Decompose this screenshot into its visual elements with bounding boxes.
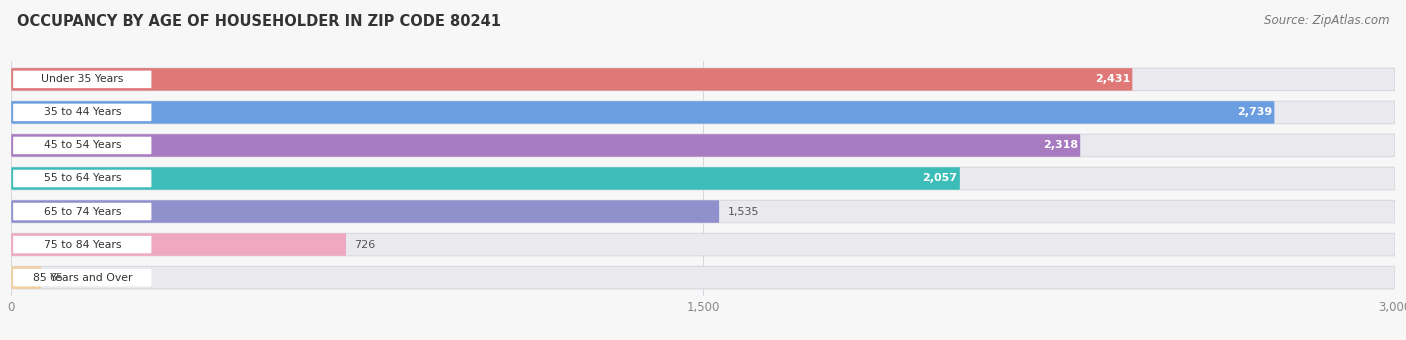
FancyBboxPatch shape (11, 200, 718, 223)
Text: 75 to 84 Years: 75 to 84 Years (44, 240, 121, 250)
FancyBboxPatch shape (11, 68, 1395, 90)
Text: 2,739: 2,739 (1237, 107, 1272, 117)
FancyBboxPatch shape (11, 101, 1274, 124)
Text: 65: 65 (49, 273, 63, 283)
Text: 35 to 44 Years: 35 to 44 Years (44, 107, 121, 117)
FancyBboxPatch shape (11, 167, 1395, 190)
FancyBboxPatch shape (11, 167, 960, 190)
Text: 2,318: 2,318 (1043, 140, 1078, 151)
FancyBboxPatch shape (11, 267, 41, 289)
FancyBboxPatch shape (11, 134, 1080, 157)
Text: 2,057: 2,057 (922, 173, 957, 184)
FancyBboxPatch shape (13, 203, 152, 220)
FancyBboxPatch shape (13, 71, 152, 88)
Text: 45 to 54 Years: 45 to 54 Years (44, 140, 121, 151)
FancyBboxPatch shape (13, 269, 152, 286)
Text: 1,535: 1,535 (727, 206, 759, 217)
FancyBboxPatch shape (13, 137, 152, 154)
FancyBboxPatch shape (11, 233, 346, 256)
FancyBboxPatch shape (13, 104, 152, 121)
Text: 65 to 74 Years: 65 to 74 Years (44, 206, 121, 217)
FancyBboxPatch shape (11, 267, 1395, 289)
Text: Source: ZipAtlas.com: Source: ZipAtlas.com (1264, 14, 1389, 27)
FancyBboxPatch shape (11, 101, 1395, 124)
Text: OCCUPANCY BY AGE OF HOUSEHOLDER IN ZIP CODE 80241: OCCUPANCY BY AGE OF HOUSEHOLDER IN ZIP C… (17, 14, 501, 29)
Text: 85 Years and Over: 85 Years and Over (32, 273, 132, 283)
FancyBboxPatch shape (11, 68, 1132, 90)
FancyBboxPatch shape (11, 134, 1395, 157)
Text: 726: 726 (354, 240, 375, 250)
FancyBboxPatch shape (11, 200, 1395, 223)
FancyBboxPatch shape (11, 233, 1395, 256)
FancyBboxPatch shape (13, 170, 152, 187)
Text: 55 to 64 Years: 55 to 64 Years (44, 173, 121, 184)
FancyBboxPatch shape (13, 236, 152, 253)
Text: 2,431: 2,431 (1095, 74, 1130, 84)
Text: Under 35 Years: Under 35 Years (41, 74, 124, 84)
